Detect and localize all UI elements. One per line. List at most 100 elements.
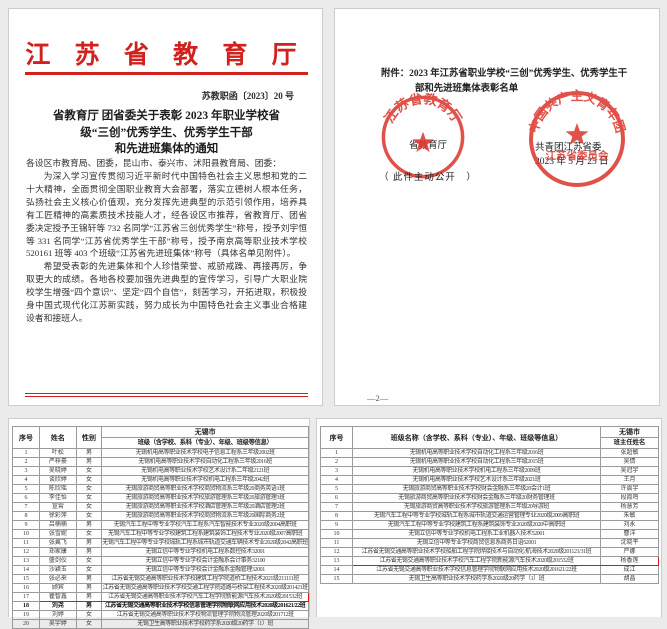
cell-gender: 女	[75, 610, 103, 620]
cell-teacher: 吴倩	[600, 457, 659, 467]
table-row: 12 郑家康男无锡立信中等专业学校机电工程系数控技术32001	[11, 547, 309, 557]
cell-no: 16	[11, 583, 41, 593]
cell-class: 无锡旅游商贸高等职业技术学校旅游管理系三年级20导游班	[352, 502, 601, 512]
cell-class: 无锡旅游商贸高等职业技术学校旅游管理系三年级20旅游管理3班	[101, 493, 309, 503]
cell-gender: 男	[75, 601, 103, 611]
table-row: 2 无锡机电高等职业技术学校自动化工程系三年级2015班 吴倩	[320, 457, 659, 467]
cell-no: 10	[320, 529, 353, 539]
cell-gender: 女	[75, 493, 103, 503]
cell-class: 无锡旅游商贸高等职业技术学校酒店管理系三年级20酒店管理2班	[101, 502, 309, 512]
cell-no: 7	[320, 502, 353, 512]
cell-name: 张雪妮	[39, 529, 77, 539]
cell-teacher: 段霞鸣	[600, 493, 659, 503]
cell-class: 无锡旅游商贸高等职业技术学校商贸物流系三年级20国际商务2班	[101, 511, 309, 521]
cell-no: 17	[11, 592, 41, 602]
notice-title-line2: 级“三创”优秀学生、优秀学生干部	[80, 126, 253, 139]
cell-no: 4	[320, 475, 353, 485]
cell-teacher: 成江	[600, 565, 659, 575]
cell-no: 18	[11, 601, 41, 611]
cell-gender: 女	[75, 565, 103, 575]
cell-name: 叶松	[39, 448, 77, 458]
cell-class: 无锡立信中等专业学校机电工程系工业机器人技术52001	[352, 529, 601, 539]
cell-gender: 女	[75, 466, 103, 476]
cell-class: 无锡立信中等专业学校会计金融系会计事务32100	[101, 556, 309, 566]
table-row: 15 无锡卫生高等职业技术学校药学系2020级20药学（1）班 胡晶	[320, 574, 659, 584]
table-row: 13 江苏省无锡交通高等职业技术学校汽车工程学院新能源汽车技术2020级20153…	[320, 556, 659, 566]
col-header-teacher: 班主任姓名	[600, 437, 659, 449]
col-header-class: 班级名称（含学校、系科（专业）、年级、班级等信息）	[352, 426, 601, 449]
table-row: 18 刘尧男江苏省无锡交通高等职业技术学校信息管理学院物联网应用技术2020级20…	[11, 601, 309, 611]
table-row: 20 吴宇婷女无锡卫生高等职业技术学校药学系2020级20药学（1）班	[11, 619, 309, 629]
table-row: 5 无锡旅游商贸高等职业技术学校财会金融系三年级20会计1班 许震宇	[320, 484, 659, 494]
classes-table-page: 序号 班级名称（含学校、系科（专业）、年级、班级等信息） 无锡市 班主任姓名 1…	[316, 418, 662, 617]
seal-arc-text: 江苏省教育厅	[381, 93, 465, 126]
cell-no: 13	[320, 556, 353, 566]
cell-name: 宣霄	[39, 502, 77, 512]
cell-no: 4	[11, 475, 41, 485]
cell-gender: 女	[75, 502, 103, 512]
cell-name: 顾宾	[39, 583, 77, 593]
col-header-city: 无锡市	[600, 426, 659, 438]
cell-class: 无锡机电高等职业技术学校自动化工程系三年级2015班	[352, 457, 601, 467]
cell-no: 2	[11, 457, 41, 467]
cell-no: 20	[11, 619, 41, 629]
table-row: 9 吕楠楠男无锡汽车工程中等专业学校汽车工程系汽车智能技术专业2020级2004高…	[11, 520, 309, 530]
cell-name: 徐彩萍	[39, 511, 77, 521]
cell-gender: 女	[75, 529, 103, 539]
notice-title-line1: 省教育厅 团省委关于表彰 2023 年职业学校省	[52, 110, 281, 122]
svg-text:江苏省教育厅: 江苏省教育厅	[381, 93, 465, 126]
table-row: 14 江苏省无锡交通高等职业技术学校信息管理学院物联网应用技术2020级20162…	[320, 565, 659, 575]
table-row: 7 宣霄女无锡旅游商贸高等职业技术学校酒店管理系三年级20酒店管理2班	[11, 502, 309, 512]
col-header-class: 班级（含学校、系科（专业）、年级、班级等信息）	[101, 437, 309, 449]
cell-no: 11	[11, 538, 41, 548]
cell-teacher: 刘永	[600, 520, 659, 530]
body-paragraph-2: 希望受表彰的先进集体和个人珍惜荣誉、戒骄戒躁、再接再厉，争取更大的成绩。各地各校…	[26, 261, 307, 324]
education-dept-signature: 省教育厅	[409, 141, 448, 151]
cell-class: 无锡立信中等专业学校会计金融系金融管理32001	[101, 565, 309, 575]
table-row: 7 无锡旅游商贸高等职业技术学校旅游管理系三年级20导游班 杨慧芳	[320, 502, 659, 512]
table-row: 11 张翼飞男无锡汽车工程中等专业学校城轨工程系城市轨道交通车辆技术专业2020级…	[11, 538, 309, 548]
cell-teacher: 严娜	[600, 547, 659, 557]
header-rule	[25, 72, 308, 75]
body-paragraph-1: 为深入学习宣传贯彻习近平新时代中国特色社会主义思想和党的二十大精神，全面贯彻全国…	[26, 170, 307, 259]
cell-gender: 男	[75, 538, 103, 548]
cell-class: 江苏省无锡交通高等职业技术学校汽车工程学院新能源汽车技术2020级201532班	[352, 556, 601, 566]
cell-teacher: 杨慧芳	[600, 502, 659, 512]
cell-class: 无锡旅游商贸高等职业技术学校商贸物流系三年级20商务英语1班	[101, 484, 309, 494]
table-row: 11 无锡立信中等专业学校商贸信息系商务日语52001 沈晓平	[320, 538, 659, 548]
table-row: 9 无锡汽车工程中等专业学校建筑工程系建筑装饰专业2020级2020中高职班 刘永	[320, 520, 659, 530]
cell-name: 刘尧	[39, 601, 77, 611]
cell-class: 无锡机电高等职业技术学校电子信息工程系三年级2002班	[101, 448, 309, 458]
notice-title-line3: 和先进班集体的通知	[114, 143, 219, 156]
cell-class: 无锡旅游商贸高等职业技术学校财会金融系三年级20财务管理班	[352, 493, 601, 503]
public-disclosure-note: （ 此件主动公开 ）	[379, 173, 477, 183]
cell-gender: 男	[75, 520, 103, 530]
attachment-line2: 部和先进班集体表彰名单	[415, 83, 519, 94]
table-row: 1 叶松男无锡机电高等职业技术学校电子信息工程系三年级2002班	[11, 448, 309, 458]
cell-class: 江苏省无锡交通高等职业技术学校物流管理学院物流管理2020级201712班	[101, 610, 309, 620]
cell-class: 江苏省无锡交通高等职业技术学校信息管理学院物联网应用技术2020级201621/…	[101, 601, 309, 611]
cell-class: 无锡卫生高等职业技术学校药学系2020级20药学（1）班	[352, 574, 601, 584]
classes-table: 序号 班级名称（含学校、系科（专业）、年级、班级等信息） 无锡市 班主任姓名 1…	[320, 426, 659, 584]
cell-no: 6	[320, 493, 353, 503]
cell-no: 15	[11, 574, 41, 584]
cell-teacher: 王月	[600, 475, 659, 485]
left-table-body: 1 叶松男无锡机电高等职业技术学校电子信息工程系三年级2002班 2 严梓豪男无锡机电…	[11, 448, 309, 629]
cell-name: 沙颖玉	[39, 565, 77, 575]
cell-no: 14	[11, 565, 41, 575]
salutation-paragraph: 各设区市教育局、团委，昆山市、泰兴市、沭阳县教育局、团委：	[26, 158, 282, 168]
cell-gender: 女	[75, 619, 103, 629]
cell-class: 江苏省无锡交通高等职业技术学校建筑工程学院道桥工程技术2021级211111班	[101, 574, 309, 584]
cell-no: 2	[320, 457, 353, 467]
cell-no: 1	[320, 448, 353, 458]
cell-name: 谈欣婷	[39, 475, 77, 485]
cell-no: 5	[11, 484, 41, 494]
cell-teacher: 朱敏	[600, 511, 659, 521]
table-row: 5 陈欣瑶女无锡旅游商贸高等职业技术学校商贸物流系三年级20商务英语1班	[11, 484, 309, 494]
cell-class: 无锡卫生高等职业技术学校药学系2020级20药学（1）班	[101, 619, 309, 629]
cell-class: 无锡机电高等职业技术学校艺术设计系二年级2121班	[101, 466, 309, 476]
cell-class: 无锡机电高等职业技术学校艺术设计系三年级2021班	[352, 475, 601, 485]
cell-teacher: 胡晶	[600, 574, 659, 584]
cell-gender: 女	[75, 511, 103, 521]
cell-class: 江苏省无锡交通高等职业技术学校船舶工程学院焊接技术与自动化/航海技术2020级2…	[352, 547, 601, 557]
